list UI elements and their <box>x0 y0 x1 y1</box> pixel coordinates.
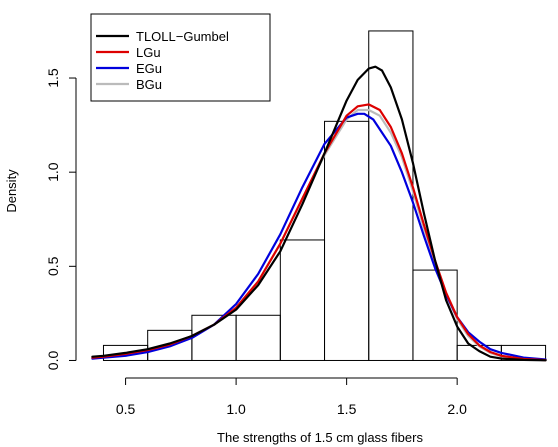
x-tick-label: 0.5 <box>116 401 136 417</box>
legend-label: EGu <box>136 61 162 76</box>
series-line-egu <box>91 112 547 361</box>
fitted-density-curves <box>91 65 547 362</box>
histogram-bar <box>324 120 370 361</box>
x-tick-label: 2.0 <box>447 401 467 417</box>
x-tick-label: 1.0 <box>226 401 246 417</box>
series-line-tloll-gumbel <box>91 65 547 362</box>
legend-label: LGu <box>136 45 161 60</box>
x-axis-title: The strengths of 1.5 cm glass fibers <box>217 430 423 445</box>
histogram-bar <box>412 269 458 361</box>
x-axis: 0.5 1.0 1.5 2.0 <box>116 377 467 417</box>
legend-box <box>90 13 271 102</box>
histogram-bar <box>368 30 414 361</box>
histogram-bar <box>235 314 281 361</box>
series-line-lgu <box>91 103 547 362</box>
y-tick-label: 1.0 <box>45 162 61 182</box>
y-tick-label: 1.5 <box>45 68 61 88</box>
x-tick-label: 1.5 <box>337 401 357 417</box>
histogram-bar <box>279 239 326 361</box>
legend-label: TLOLL−Gumbel <box>136 29 229 44</box>
histogram-bar <box>191 314 237 361</box>
y-tick-label: 0.5 <box>45 256 61 276</box>
series-line-bgu <box>91 108 547 362</box>
y-axis-title: Density <box>4 169 19 213</box>
y-axis: 0.0 0.5 1.0 1.5 <box>45 68 77 371</box>
y-tick-label: 0.0 <box>45 351 61 371</box>
legend-label: BGu <box>136 77 162 92</box>
